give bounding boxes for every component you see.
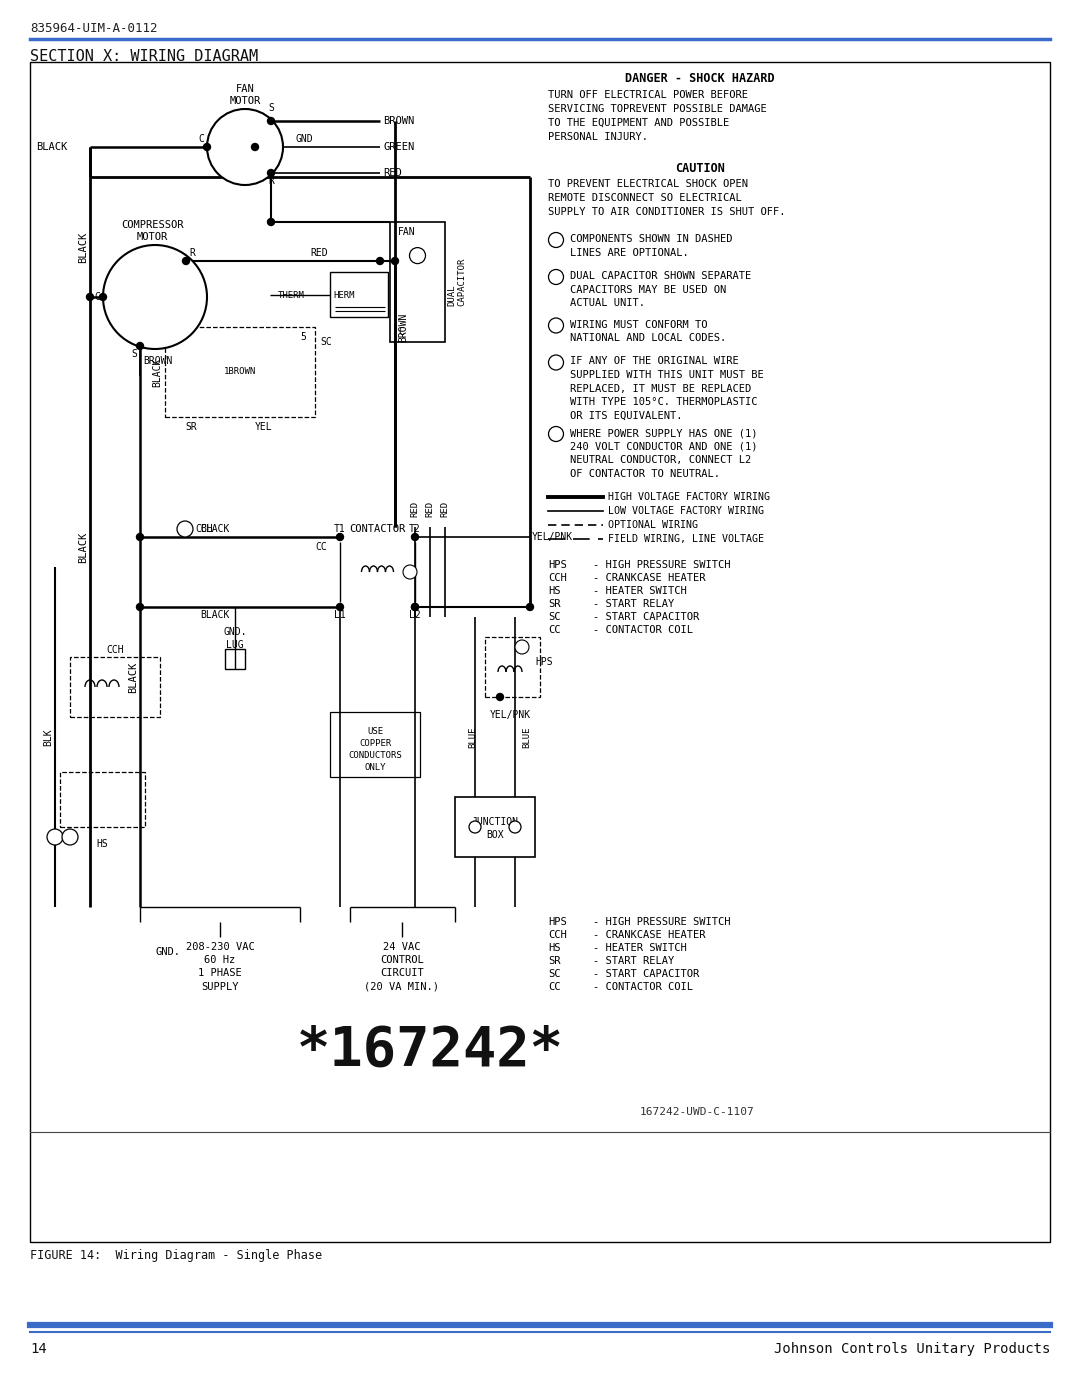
- Text: 2: 2: [180, 332, 186, 342]
- Text: GND: GND: [295, 134, 312, 144]
- Circle shape: [377, 257, 383, 264]
- Text: 5: 5: [300, 332, 306, 342]
- Circle shape: [469, 821, 481, 833]
- Text: SR: SR: [548, 956, 561, 965]
- Text: HERM: HERM: [333, 291, 354, 299]
- Circle shape: [268, 169, 274, 176]
- Text: HPS: HPS: [535, 657, 553, 666]
- Circle shape: [527, 604, 534, 610]
- Text: LOW VOLTAGE FACTORY WIRING: LOW VOLTAGE FACTORY WIRING: [608, 506, 764, 515]
- Text: CONDUCTORS: CONDUCTORS: [348, 752, 402, 760]
- Text: USE: USE: [367, 726, 383, 736]
- Text: WHERE POWER SUPPLY HAS ONE (1)
240 VOLT CONDUCTOR AND ONE (1)
NEUTRAL CONDUCTOR,: WHERE POWER SUPPLY HAS ONE (1) 240 VOLT …: [570, 427, 757, 479]
- Text: BLACK: BLACK: [200, 524, 229, 534]
- Text: - HEATER SWITCH: - HEATER SWITCH: [593, 585, 687, 597]
- Text: LUG: LUG: [226, 640, 244, 650]
- Bar: [165, 327, 315, 416]
- Text: COMPRESSOR
MOTOR: COMPRESSOR MOTOR: [121, 221, 184, 242]
- Circle shape: [268, 218, 274, 225]
- Circle shape: [515, 640, 529, 654]
- Circle shape: [549, 270, 564, 285]
- Text: HPS: HPS: [548, 916, 567, 928]
- Bar: [330, 272, 388, 317]
- Circle shape: [549, 319, 564, 332]
- Bar: [485, 637, 540, 697]
- Text: TURN OFF ELECTRICAL POWER BEFORE
SERVICING TOPREVENT POSSIBLE DAMAGE
TO THE EQUI: TURN OFF ELECTRICAL POWER BEFORE SERVICI…: [548, 89, 767, 142]
- Text: - START CAPACITOR: - START CAPACITOR: [593, 612, 699, 622]
- Text: GND.: GND.: [156, 947, 180, 957]
- Text: 1BROWN: 1BROWN: [224, 367, 256, 377]
- Circle shape: [509, 821, 521, 833]
- Text: - CONTACTOR COIL: - CONTACTOR COIL: [593, 624, 693, 636]
- Text: CC: CC: [315, 542, 327, 552]
- Circle shape: [177, 521, 193, 536]
- Text: BLACK: BLACK: [78, 232, 87, 263]
- Text: SC: SC: [548, 612, 561, 622]
- Text: BROWN: BROWN: [383, 116, 415, 126]
- Text: 3: 3: [67, 833, 72, 841]
- Circle shape: [549, 426, 564, 441]
- Text: T2: T2: [409, 524, 421, 534]
- Text: - HEATER SWITCH: - HEATER SWITCH: [593, 943, 687, 953]
- Text: CC: CC: [548, 624, 561, 636]
- Text: 1: 1: [519, 643, 525, 651]
- Text: CAUTION: CAUTION: [675, 162, 725, 175]
- Text: R: R: [268, 176, 274, 186]
- Text: CCH: CCH: [106, 645, 124, 655]
- Circle shape: [409, 247, 426, 264]
- Text: YEL/PNK: YEL/PNK: [490, 710, 531, 719]
- Text: FAN: FAN: [399, 226, 416, 237]
- Circle shape: [549, 232, 564, 247]
- Text: 1: 1: [53, 833, 57, 841]
- Text: T1: T1: [334, 524, 346, 534]
- Text: 208-230 VAC
60 Hz
1 PHASE
SUPPLY: 208-230 VAC 60 Hz 1 PHASE SUPPLY: [186, 942, 255, 992]
- Circle shape: [549, 355, 564, 370]
- Text: 2: 2: [415, 251, 420, 260]
- Text: - START RELAY: - START RELAY: [593, 956, 674, 965]
- Text: C: C: [198, 134, 204, 144]
- Text: BROWN: BROWN: [143, 356, 173, 366]
- Text: BLACK: BLACK: [200, 610, 229, 620]
- Text: SR: SR: [185, 422, 197, 432]
- Text: 24 VAC
CONTROL
CIRCUIT
(20 VA MIN.): 24 VAC CONTROL CIRCUIT (20 VA MIN.): [365, 942, 440, 992]
- Text: SC: SC: [320, 337, 332, 346]
- Bar: [60, 773, 145, 827]
- Text: S: S: [131, 349, 137, 359]
- Circle shape: [268, 117, 274, 124]
- Text: *167242*: *167242*: [297, 1024, 564, 1077]
- Text: FIGURE 14:  Wiring Diagram - Single Phase: FIGURE 14: Wiring Diagram - Single Phase: [30, 1249, 322, 1261]
- Text: BLACK: BLACK: [129, 661, 138, 693]
- Text: HS: HS: [96, 840, 108, 849]
- Text: - HIGH PRESSURE SWITCH: - HIGH PRESSURE SWITCH: [593, 560, 730, 570]
- Text: THERM: THERM: [279, 291, 305, 299]
- Text: 5: 5: [553, 429, 558, 439]
- Text: 1: 1: [553, 236, 558, 244]
- Text: 1: 1: [183, 524, 188, 534]
- Circle shape: [183, 257, 189, 264]
- Text: - CRANKCASE HEATER: - CRANKCASE HEATER: [593, 573, 705, 583]
- Text: RED: RED: [410, 502, 419, 517]
- Text: HS: HS: [548, 585, 561, 597]
- Circle shape: [411, 534, 419, 541]
- Text: RED: RED: [383, 168, 402, 177]
- Circle shape: [337, 604, 343, 610]
- Text: CCH: CCH: [548, 930, 567, 940]
- Text: 2: 2: [553, 272, 558, 282]
- Text: BLACK: BLACK: [36, 142, 67, 152]
- Text: BLACK: BLACK: [78, 531, 87, 563]
- Text: L2: L2: [409, 610, 421, 620]
- Bar: [330, 712, 420, 777]
- Text: WIRING MUST CONFORM TO
NATIONAL AND LOCAL CODES.: WIRING MUST CONFORM TO NATIONAL AND LOCA…: [570, 320, 726, 344]
- Text: 3: 3: [407, 567, 413, 577]
- Text: SR: SR: [548, 599, 561, 609]
- Text: YEL: YEL: [255, 422, 272, 432]
- Text: COMPONENTS SHOWN IN DASHED
LINES ARE OPTIONAL.: COMPONENTS SHOWN IN DASHED LINES ARE OPT…: [570, 235, 732, 257]
- Text: BLUE: BLUE: [468, 726, 477, 747]
- Text: HS: HS: [548, 943, 561, 953]
- Text: 3: 3: [553, 321, 558, 330]
- Text: CCH: CCH: [195, 524, 213, 534]
- Circle shape: [86, 293, 94, 300]
- Circle shape: [252, 144, 258, 151]
- Text: BOX: BOX: [486, 830, 503, 840]
- Text: L1: L1: [334, 610, 346, 620]
